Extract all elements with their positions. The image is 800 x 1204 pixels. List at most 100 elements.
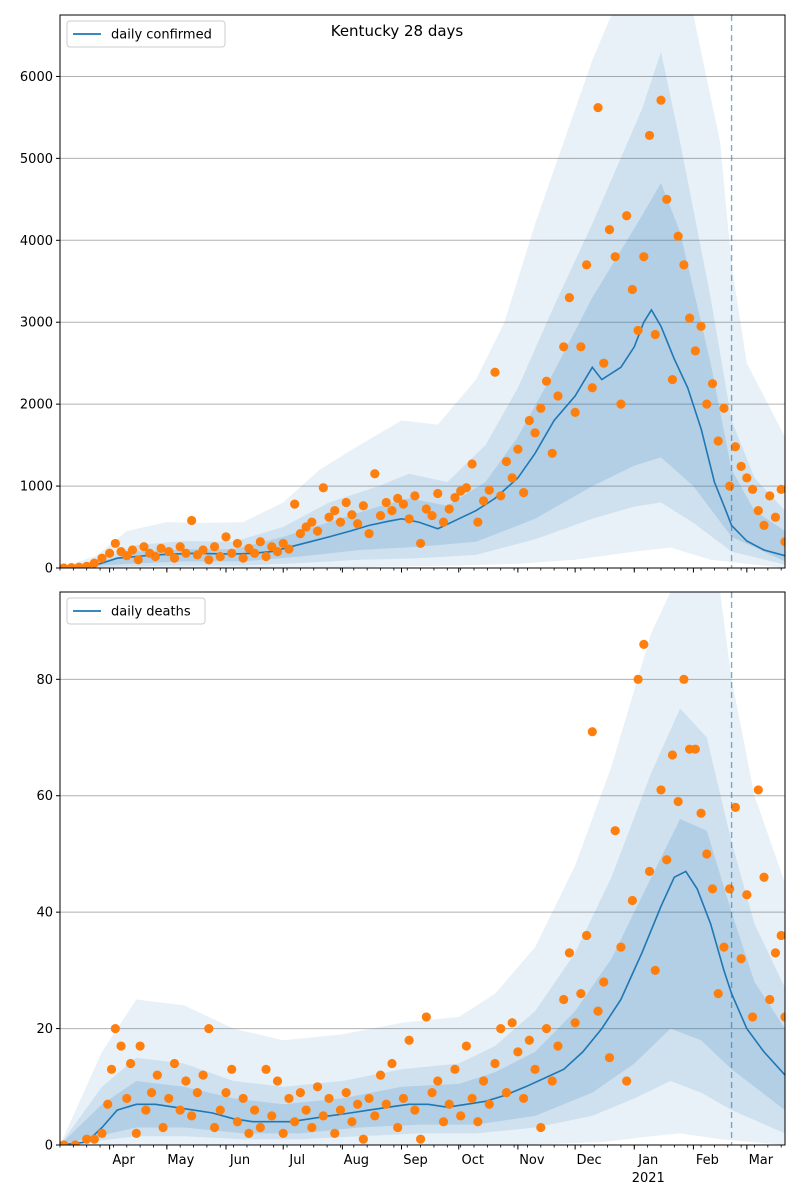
- data-point: [156, 543, 166, 553]
- data-point: [547, 1076, 557, 1086]
- data-point: [410, 491, 420, 501]
- data-point: [60, 563, 69, 568]
- data-point: [547, 448, 557, 458]
- data-point: [633, 325, 643, 336]
- data-point: [353, 1099, 363, 1109]
- data-point: [135, 1041, 145, 1051]
- data-point: [227, 548, 237, 558]
- x-tick-label: Jan: [637, 1153, 658, 1168]
- data-point: [702, 399, 712, 409]
- data-point: [150, 551, 160, 562]
- data-point: [410, 1105, 420, 1115]
- data-point: [169, 1058, 180, 1069]
- data-point: [312, 1082, 323, 1092]
- data-point: [106, 1064, 117, 1074]
- data-point: [232, 1117, 243, 1127]
- data-point: [707, 884, 718, 894]
- data-point: [759, 520, 769, 530]
- data-point: [278, 538, 288, 549]
- data-point: [461, 483, 471, 493]
- data-point: [650, 965, 660, 975]
- data-point: [295, 1088, 305, 1098]
- legend-label: daily deaths: [111, 605, 191, 620]
- data-point: [747, 484, 758, 494]
- data-point: [164, 547, 174, 557]
- data-point: [347, 1117, 357, 1127]
- data-point: [570, 1018, 580, 1028]
- y-tick-label: 60: [36, 789, 53, 804]
- y-tick-label: 80: [36, 673, 53, 688]
- x-tick-label: Mar: [749, 1153, 774, 1168]
- data-point: [478, 496, 489, 506]
- data-point: [616, 399, 626, 409]
- data-point: [530, 428, 540, 438]
- data-point: [187, 1111, 197, 1121]
- data-point: [133, 555, 143, 565]
- x-tick-label: Sep: [403, 1153, 428, 1168]
- data-point: [318, 1111, 328, 1121]
- data-point: [301, 1105, 311, 1115]
- y-tick-label: 20: [36, 1022, 53, 1037]
- data-point: [753, 785, 763, 795]
- data-point: [204, 555, 214, 565]
- data-point: [696, 808, 706, 818]
- data-point: [175, 1105, 185, 1115]
- data-point: [667, 374, 678, 385]
- data-point: [433, 1076, 443, 1086]
- data-point: [358, 1134, 368, 1144]
- data-point: [261, 1064, 271, 1074]
- data-point: [330, 506, 340, 516]
- data-point: [473, 1117, 483, 1127]
- data-point: [644, 866, 655, 877]
- data-point: [198, 545, 208, 555]
- data-point: [770, 512, 781, 522]
- data-point: [330, 1128, 340, 1138]
- data-point: [719, 942, 729, 952]
- data-point: [255, 537, 265, 547]
- data-point: [593, 1006, 603, 1016]
- x-tick-label: Nov: [519, 1153, 545, 1168]
- x-tick-label: Oct: [462, 1153, 484, 1168]
- data-point: [398, 499, 409, 509]
- data-point: [501, 1088, 512, 1098]
- x-tick-label: Jun: [229, 1153, 250, 1168]
- legend-box: [66, 20, 226, 48]
- data-point: [780, 1012, 785, 1022]
- data-point: [496, 1023, 506, 1034]
- data-point: [707, 379, 718, 389]
- data-point: [370, 1111, 380, 1121]
- data-point: [232, 538, 243, 549]
- y-tick-label: 5000: [20, 152, 53, 167]
- data-point: [290, 499, 300, 509]
- data-point: [622, 211, 632, 221]
- data-point: [541, 1023, 552, 1034]
- y-tick-label: 0: [45, 1139, 53, 1154]
- data-point: [181, 1076, 191, 1086]
- data-point: [622, 1076, 632, 1086]
- data-point: [780, 537, 785, 547]
- data-point: [335, 1105, 346, 1115]
- data-point: [110, 1023, 120, 1034]
- data-point: [250, 1105, 260, 1115]
- data-point: [415, 538, 426, 549]
- axes-frame: [59, 591, 786, 1146]
- data-point: [616, 942, 626, 952]
- x-tick-label: Feb: [696, 1153, 719, 1168]
- data-point: [770, 948, 781, 958]
- data-point: [295, 528, 305, 539]
- data-point: [564, 948, 575, 958]
- data-point: [690, 346, 700, 356]
- data-point: [267, 1111, 277, 1121]
- data-point: [284, 544, 294, 554]
- data-point: [501, 456, 512, 467]
- data-point: [662, 194, 672, 204]
- data-point: [209, 542, 220, 552]
- data-point: [393, 493, 403, 503]
- y-tick-label: 0: [45, 562, 53, 577]
- data-point: [139, 542, 149, 552]
- legend-box: [66, 597, 206, 625]
- data-point: [627, 284, 637, 295]
- data-point: [187, 515, 197, 526]
- plot-area: [60, 592, 785, 1145]
- uncertainty-band: [60, 182, 785, 568]
